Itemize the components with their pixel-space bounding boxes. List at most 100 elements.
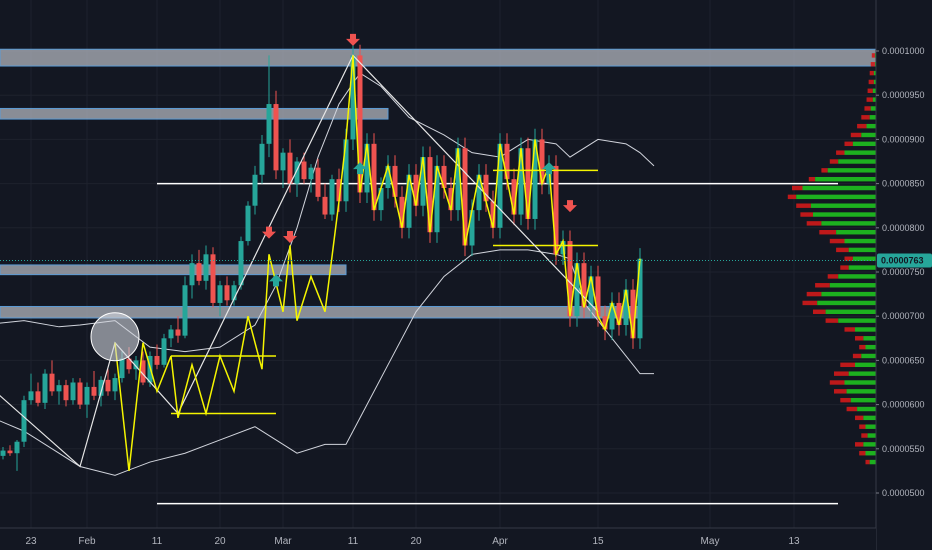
- volume-profile-bar-down: [871, 53, 875, 58]
- candle-body: [189, 263, 195, 286]
- price-tick-label: 0.0000600: [882, 400, 925, 410]
- candle-body: [7, 450, 13, 454]
- candle-body: [14, 441, 20, 454]
- candle-body: [637, 258, 643, 339]
- candle-body: [588, 276, 594, 308]
- volume-profile-bar-up: [838, 159, 876, 164]
- volume-profile-bar-down: [806, 291, 822, 297]
- volume-profile-bar-down: [800, 212, 813, 217]
- candle-body: [343, 139, 349, 202]
- candle-body: [126, 358, 132, 370]
- volume-profile-bar-up: [861, 132, 876, 138]
- volume-profile-bar-down: [844, 327, 855, 332]
- candle-body: [385, 165, 391, 189]
- candle-body: [623, 289, 629, 326]
- candle-body: [602, 316, 608, 330]
- volume-profile-bar-down: [808, 176, 816, 182]
- volume-profile-bar-down: [852, 353, 862, 359]
- candle-body: [301, 161, 307, 180]
- volume-profile-bar-down: [792, 185, 803, 191]
- volume-profile-bar-up: [846, 389, 876, 394]
- candle-body: [49, 373, 55, 392]
- candle-body: [413, 174, 419, 206]
- volume-profile-bar-down: [844, 141, 853, 147]
- candle-body: [105, 379, 111, 392]
- volume-profile-bar-up: [848, 265, 876, 270]
- time-tick-label: 13: [788, 536, 800, 547]
- candle-body: [497, 143, 503, 228]
- volume-profile-bar-down: [861, 115, 870, 120]
- candle-body: [630, 289, 636, 339]
- candle-body: [350, 55, 356, 140]
- candle-body: [210, 254, 216, 303]
- bollinger-upper: [0, 72, 655, 353]
- candle-body: [595, 276, 601, 317]
- candle-body: [308, 167, 314, 180]
- volume-profile-bar-down: [846, 406, 858, 412]
- candle-body: [329, 179, 335, 215]
- candle-body: [504, 143, 510, 180]
- volume-profile-bar-down: [815, 283, 830, 288]
- candle-body: [455, 148, 461, 211]
- candle-body: [42, 373, 48, 403]
- zone: [0, 264, 347, 276]
- time-axis[interactable]: 23 Feb 11 20 Mar 11 20 Apr 15 May 13: [0, 527, 876, 550]
- candle-body: [581, 263, 587, 308]
- price-tick-label: 0.0000750: [882, 267, 925, 277]
- candle-body: [441, 165, 447, 189]
- candle-body: [252, 174, 258, 206]
- time-tick-label: 15: [592, 536, 604, 547]
- volume-profile-bar-down: [806, 221, 822, 226]
- candle-body: [175, 329, 181, 336]
- candle-body: [98, 379, 104, 396]
- candle-body: [154, 355, 160, 365]
- price-axis[interactable]: 0.0000500 0.0000550 0.0000600 0.0000650 0.00…: [875, 0, 932, 550]
- volume-profile-bar-down: [867, 88, 873, 93]
- current-price-tag: 0.0000763: [0, 253, 932, 268]
- candle-body: [420, 157, 426, 206]
- volume-profile-bar-down: [819, 230, 837, 235]
- volume-profile-bar-up: [817, 300, 876, 306]
- candle-body: [280, 152, 286, 171]
- volume-profile-bar-up: [873, 70, 876, 76]
- price-tick-label: 0.0000850: [882, 179, 925, 189]
- time-tick-label: 11: [348, 536, 359, 547]
- volume-profile-bar-down: [840, 362, 855, 368]
- volume-profile-bar-up: [838, 318, 876, 323]
- price-axis-background: [876, 0, 932, 550]
- volume-profile-bar-up: [821, 291, 876, 297]
- candle-body: [56, 385, 62, 392]
- candle-body: [28, 391, 34, 401]
- zigzag-major: [0, 54, 599, 468]
- candle-body: [133, 360, 139, 370]
- arrow-up-icon: [353, 162, 367, 175]
- arrow-up-icon: [269, 274, 283, 287]
- volume-profile-bar-up: [863, 336, 876, 341]
- volume-profile-bar-down: [855, 336, 864, 341]
- candle-body: [245, 205, 251, 242]
- volume-profile-bar-up: [821, 221, 876, 226]
- candle-body: [168, 329, 174, 339]
- zigzag-minor: [114, 55, 641, 471]
- price-tick-label: 0.0000500: [882, 488, 925, 498]
- candle-body: [182, 285, 188, 336]
- volume-profile-bar-up: [836, 230, 876, 235]
- volume-profile-bar-down: [836, 150, 845, 155]
- volume-profile-bar-up: [865, 424, 876, 429]
- arrow-down-icon: [563, 200, 577, 213]
- volume-profile-bar-down: [802, 300, 818, 306]
- volume-profile-bar-up: [810, 203, 876, 208]
- volume-profile-bar-down: [859, 451, 866, 456]
- candle-body: [266, 104, 272, 144]
- candle-body: [518, 148, 524, 215]
- candle-body: [203, 254, 209, 281]
- volume-profile-bar-down: [840, 397, 851, 403]
- candle-body: [427, 157, 433, 233]
- volume-profile-bar-up: [874, 62, 876, 67]
- signal-markers: [90, 33, 577, 362]
- candle-body: [434, 165, 440, 233]
- volume-profile-bar-up: [872, 97, 876, 102]
- volume-profile-bar-up: [850, 397, 876, 403]
- candle-body: [112, 378, 118, 392]
